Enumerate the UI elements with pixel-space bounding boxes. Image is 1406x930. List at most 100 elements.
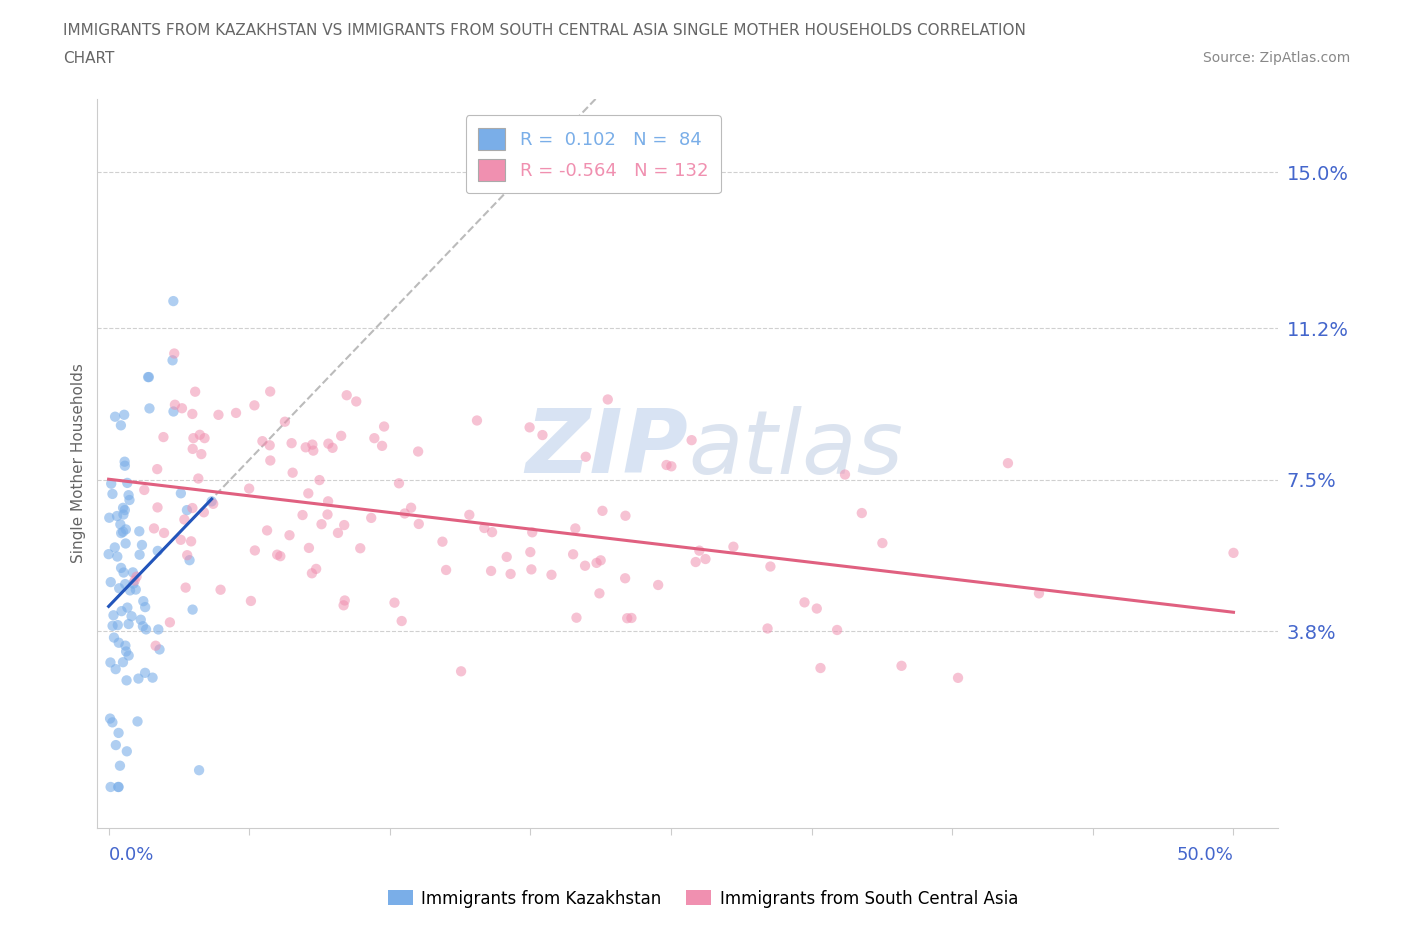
Point [333, 593, 356, 608]
Point [723, 539, 745, 554]
Point [117, 487, 139, 502]
Point [111, 655, 134, 670]
Point [121, 609, 143, 624]
Point [333, 518, 356, 533]
Point [225, 405, 247, 420]
Point [124, 573, 146, 588]
Point [591, 503, 613, 518]
Point [318, 436, 340, 451]
Point [112, 565, 135, 580]
Point [495, 550, 517, 565]
Point [138, 401, 160, 416]
Point [259, 438, 281, 453]
Point [519, 420, 541, 435]
Point [266, 547, 288, 562]
Point [458, 508, 481, 523]
Point [193, 431, 215, 445]
Point [316, 494, 339, 509]
Point [243, 543, 266, 558]
Point [259, 453, 281, 468]
Point [134, 665, 156, 680]
Point [562, 547, 585, 562]
Point [450, 664, 472, 679]
Point [100, 476, 122, 491]
Point [108, 758, 131, 773]
Point [181, 500, 204, 515]
Point [305, 562, 328, 577]
Point [371, 438, 394, 453]
Point [152, 430, 174, 445]
Point [281, 465, 304, 480]
Point [117, 600, 139, 615]
Point [540, 567, 562, 582]
Point [655, 458, 678, 472]
Y-axis label: Single Mother Households: Single Mother Households [72, 364, 86, 564]
Point [170, 532, 193, 547]
Point [114, 577, 136, 591]
Point [360, 511, 382, 525]
Point [108, 581, 131, 596]
Point [163, 397, 186, 412]
Point [202, 497, 225, 512]
Point [107, 618, 129, 632]
Point [297, 486, 319, 501]
Point [98, 511, 121, 525]
Text: Source: ZipAtlas.com: Source: ZipAtlas.com [1202, 51, 1350, 65]
Point [890, 658, 912, 673]
Point [183, 431, 205, 445]
Point [408, 516, 430, 531]
Point [134, 600, 156, 615]
Point [103, 631, 125, 645]
Point [759, 559, 782, 574]
Point [243, 398, 266, 413]
Point [104, 737, 127, 752]
Point [472, 521, 495, 536]
Point [148, 642, 170, 657]
Point [162, 404, 184, 418]
Point [851, 506, 873, 521]
Point [110, 418, 132, 432]
Point [100, 779, 122, 794]
Point [112, 507, 135, 522]
Point [153, 525, 176, 540]
Point [520, 562, 543, 577]
Point [170, 401, 193, 416]
Point [105, 549, 128, 564]
Point [616, 611, 638, 626]
Point [685, 554, 707, 569]
Point [681, 432, 703, 447]
Point [406, 444, 429, 458]
Point [661, 458, 683, 473]
Point [1028, 586, 1050, 601]
Point [614, 571, 637, 586]
Point [209, 582, 232, 597]
Point [308, 472, 330, 487]
Point [104, 662, 127, 677]
Point [311, 517, 333, 532]
Point [118, 493, 141, 508]
Point [349, 541, 371, 556]
Point [146, 543, 169, 558]
Point [112, 407, 135, 422]
Point [118, 648, 141, 663]
Point [256, 523, 278, 538]
Point [101, 618, 124, 633]
Point [326, 525, 349, 540]
Point [107, 725, 129, 740]
Point [131, 538, 153, 552]
Point [432, 534, 454, 549]
Point [114, 502, 136, 517]
Point [399, 500, 422, 515]
Text: 0.0%: 0.0% [108, 846, 155, 864]
Point [269, 549, 291, 564]
Point [188, 428, 211, 443]
Point [145, 638, 167, 653]
Point [294, 440, 316, 455]
Point [252, 433, 274, 448]
Point [100, 655, 122, 670]
Point [117, 475, 139, 490]
Point [316, 507, 339, 522]
Point [122, 577, 145, 591]
Point [100, 575, 122, 590]
Point [159, 615, 181, 630]
